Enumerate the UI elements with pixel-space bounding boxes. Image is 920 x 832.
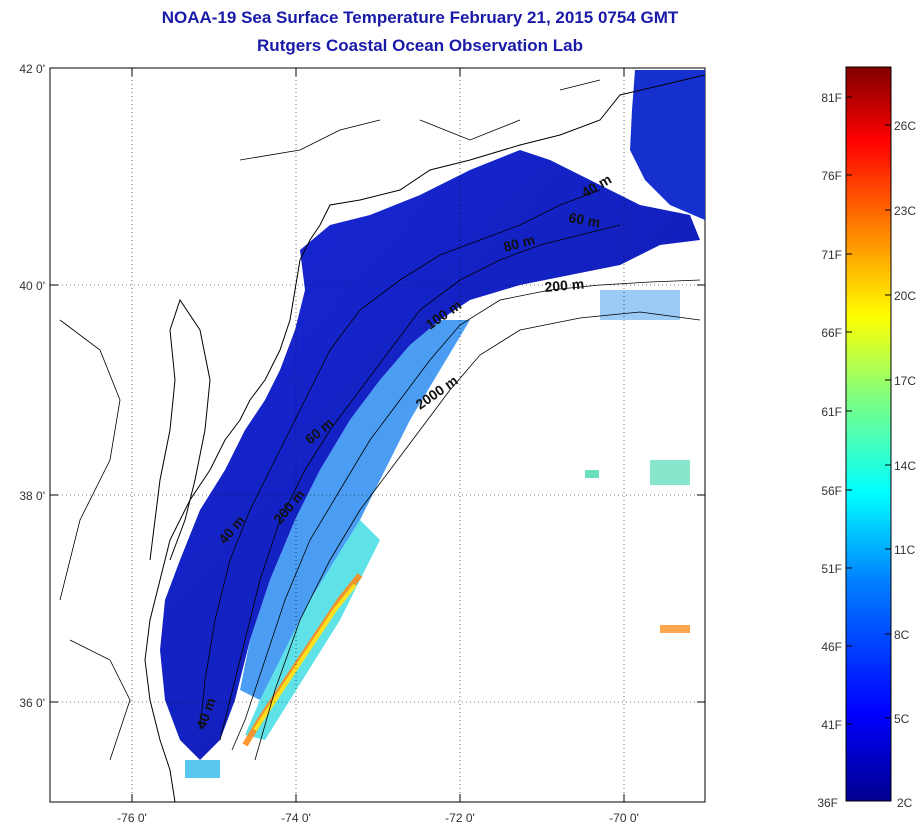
isobath-label: 80 m: [502, 231, 537, 255]
coastline: [144, 74, 705, 802]
sst-patch: [585, 470, 599, 478]
colorbar-c-label: 5C: [894, 712, 910, 726]
sst-patch: [660, 625, 690, 633]
colorbar-fahrenheit-labels: 81F 76F 71F 66F 61F 56F 51F 46F 41F 36F: [817, 91, 842, 810]
colorbar-c-label: 8C: [894, 628, 910, 642]
colorbar: [845, 66, 892, 802]
colorbar-c-label: 2C: [897, 796, 913, 810]
inland-rivers: [59, 79, 601, 761]
isobath-label: 200 m: [544, 276, 585, 295]
colorbar-f-label: 46F: [821, 640, 842, 654]
colorbar-f-label: 76F: [821, 169, 842, 183]
map-subtitle: Rutgers Coastal Ocean Observation Lab: [257, 36, 583, 55]
colorbar-c-label: 20C: [894, 289, 916, 303]
colorbar-f-label: 71F: [821, 248, 842, 262]
colorbar-c-label: 23C: [894, 204, 916, 218]
isobath-60m: [219, 224, 621, 741]
lat-tick-label: 38 0': [19, 489, 45, 503]
isobath-2000m: [254, 311, 701, 761]
slope-water-warm: [240, 320, 470, 700]
shelf-water-cold: [160, 150, 700, 760]
colorbar-c-label: 11C: [894, 543, 915, 557]
colorbar-f-label: 41F: [821, 718, 842, 732]
lat-tick-label: 36 0': [19, 696, 45, 710]
lon-tick-label: -72 0': [445, 811, 475, 825]
colorbar-f-label: 56F: [821, 484, 842, 498]
colorbar-f-label: 66F: [821, 326, 842, 340]
colorbar-celsius-labels: 26C 23C 20C 17C 14C 11C 8C 5C 2C: [894, 119, 916, 810]
isobath-200m: [231, 279, 701, 751]
colorbar-c-label: 26C: [894, 119, 916, 133]
colorbar-f-label: 51F: [821, 562, 842, 576]
colorbar-ticks: [846, 96, 891, 725]
colorbar-f-label: 61F: [821, 405, 842, 419]
lon-tick-label: -74 0': [281, 811, 311, 825]
lon-tick-label: -70 0': [609, 811, 639, 825]
colorbar-c-label: 17C: [894, 374, 916, 388]
isobath-label: 60 m: [567, 209, 601, 230]
colorbar-f-label: 81F: [821, 91, 842, 105]
lat-tick-label: 42 0': [19, 62, 45, 76]
chesapeake-bay: [149, 298, 211, 561]
map-title: NOAA-19 Sea Surface Temperature February…: [161, 8, 679, 27]
colorbar-c-label: 14C: [894, 459, 916, 473]
lat-tick-label: 40 0': [19, 279, 45, 293]
sst-patch: [650, 460, 690, 485]
frame-ticks: [50, 68, 705, 802]
sst-patch: [185, 760, 220, 778]
isobath-40m: [199, 189, 601, 731]
lon-tick-label: -76 0': [117, 811, 147, 825]
gulf-of-maine-water: [630, 70, 705, 220]
colorbar-f-label: 36F: [817, 796, 838, 810]
slope-water-mid: [245, 520, 380, 740]
